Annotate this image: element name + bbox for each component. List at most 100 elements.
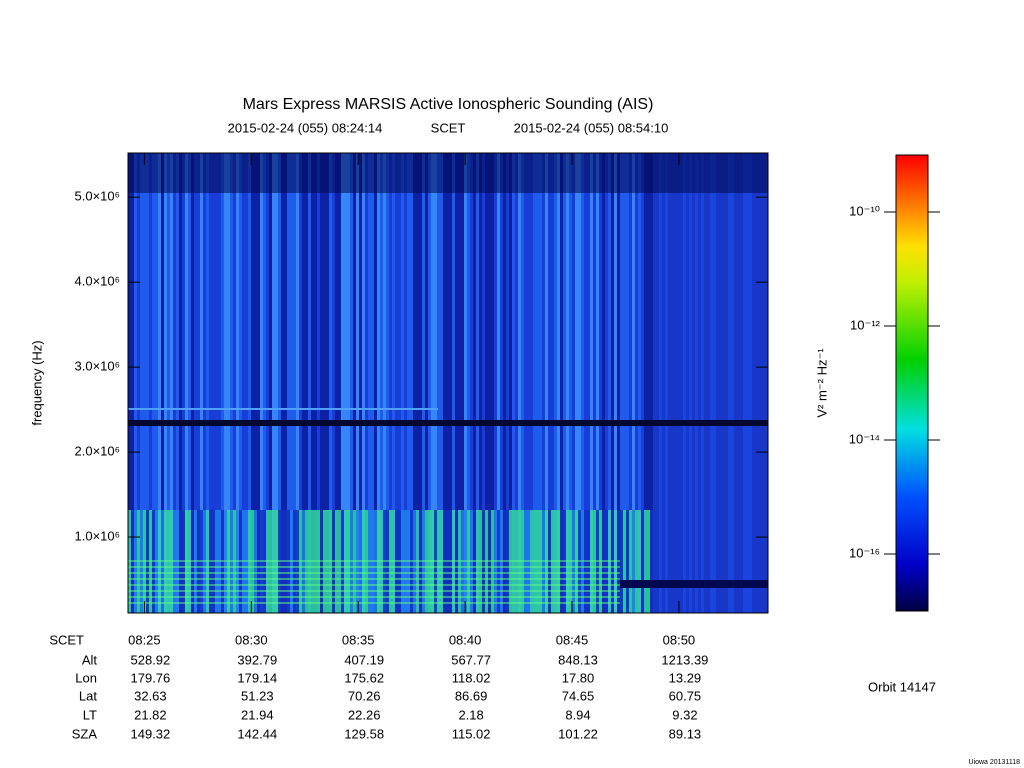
texture-band <box>128 596 620 598</box>
texture-col <box>452 153 455 613</box>
texture-col <box>149 153 152 613</box>
texture-col <box>725 153 728 613</box>
texture-col <box>596 153 599 613</box>
ephemeris-value: 60.75 <box>669 688 702 703</box>
texture-col <box>263 153 266 613</box>
texture-col <box>542 153 545 613</box>
ephemeris-value: 142.44 <box>237 726 277 741</box>
texture-col <box>371 153 374 613</box>
texture-col <box>746 153 749 613</box>
texture-col <box>569 153 572 613</box>
texture-col <box>677 153 680 613</box>
texture-col <box>260 153 263 613</box>
ephemeris-value: 179.76 <box>131 670 171 685</box>
texture-col <box>131 153 134 613</box>
texture-col <box>356 153 359 613</box>
ephemeris-value: 32.63 <box>134 688 167 703</box>
ephemeris-row-label: Lat <box>79 688 97 703</box>
texture-col <box>584 153 587 613</box>
texture-col <box>416 153 419 613</box>
texture-col <box>644 153 647 613</box>
texture-col <box>734 153 737 613</box>
texture-col <box>128 153 131 613</box>
texture-col <box>392 153 395 613</box>
texture-col <box>518 153 521 613</box>
colorbar-tick-label: 10⁻¹⁶ <box>849 545 880 560</box>
texture-col <box>197 153 200 613</box>
texture-col <box>350 153 353 613</box>
texture-col <box>587 153 590 613</box>
texture-col <box>719 153 722 613</box>
texture-col <box>623 153 626 613</box>
colorbar-tick-label: 10⁻¹⁰ <box>849 203 880 218</box>
texture-col <box>191 153 194 613</box>
texture-col <box>353 153 356 613</box>
texture-col <box>248 153 251 613</box>
texture-col <box>233 153 236 613</box>
texture-col <box>254 153 257 613</box>
texture-col <box>194 153 197 613</box>
texture-col <box>137 153 140 613</box>
texture-col <box>740 153 743 613</box>
texture-col <box>176 153 179 613</box>
ephemeris-value: 21.82 <box>134 707 167 722</box>
texture-col <box>170 153 173 613</box>
end-time: 2015-02-24 (055) 08:54:10 <box>514 120 669 135</box>
texture-col <box>617 153 620 613</box>
y-tick-label: 2.0×10⁶ <box>75 444 120 459</box>
texture-col <box>314 153 317 613</box>
texture-col <box>464 153 467 613</box>
texture-col <box>521 153 524 613</box>
texture-col <box>278 153 281 613</box>
texture-col <box>602 153 605 613</box>
ephemeris-value: 567.77 <box>451 652 491 667</box>
texture-col <box>206 153 209 613</box>
texture-col <box>299 153 302 613</box>
texture-col <box>269 153 272 613</box>
ephemeris-row-label: LT <box>83 707 97 722</box>
texture-col <box>368 153 371 613</box>
texture-col <box>527 153 530 613</box>
texture-col <box>722 153 725 613</box>
texture-col <box>290 153 293 613</box>
texture-col <box>461 153 464 613</box>
ephemeris-row-label: SZA <box>72 726 98 741</box>
texture-col <box>338 153 341 613</box>
texture-band <box>128 560 620 562</box>
texture-col <box>554 153 557 613</box>
texture-col <box>680 153 683 613</box>
texture-col <box>620 153 623 613</box>
texture-col <box>422 153 425 613</box>
texture-col <box>581 153 584 613</box>
ephemeris-value: 101.22 <box>558 726 598 741</box>
texture-col <box>557 153 560 613</box>
texture-col <box>467 153 470 613</box>
texture-col <box>182 153 185 613</box>
texture-col <box>470 153 473 613</box>
ephemeris-value: 21.94 <box>241 707 274 722</box>
texture-col <box>155 153 158 613</box>
texture-col <box>245 153 248 613</box>
texture-col <box>428 153 431 613</box>
texture-col <box>548 153 551 613</box>
x-tick-label: 08:50 <box>663 632 696 647</box>
texture-col <box>758 153 761 613</box>
texture-col <box>227 153 230 613</box>
texture-col <box>347 153 350 613</box>
texture-col <box>383 153 386 613</box>
texture-col <box>755 153 758 613</box>
texture-col <box>380 153 383 613</box>
texture-col <box>764 153 767 613</box>
texture-low <box>629 510 632 613</box>
texture-col <box>716 153 719 613</box>
chart-title: Mars Express MARSIS Active Ionospheric S… <box>243 96 654 113</box>
ephemeris-value: 86.69 <box>455 688 488 703</box>
texture-col <box>185 153 188 613</box>
texture-col <box>287 153 290 613</box>
texture-low <box>647 510 650 613</box>
texture-col <box>389 153 392 613</box>
ephemeris-value: 9.32 <box>672 707 697 722</box>
texture-col <box>203 153 206 613</box>
texture-col <box>329 153 332 613</box>
texture-col <box>683 153 686 613</box>
